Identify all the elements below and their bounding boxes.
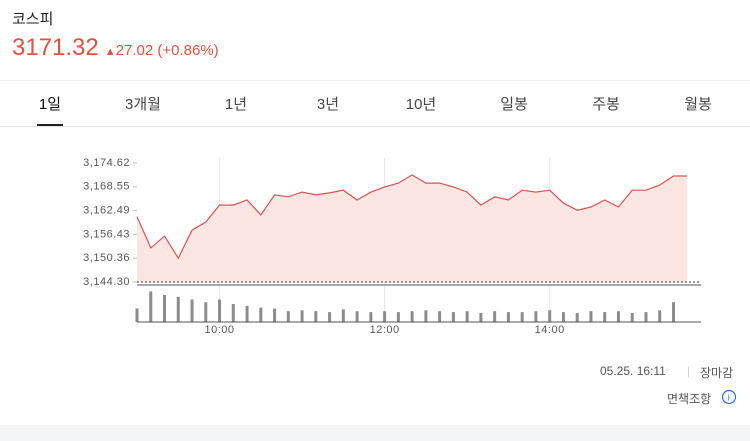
area — [137, 174, 688, 282]
volume-bar — [658, 310, 662, 322]
change-pct: (+0.86%) — [157, 42, 219, 59]
volume-bar — [644, 312, 648, 322]
volume-bar — [396, 312, 400, 322]
y-tick-label: 3,150.36 — [83, 252, 130, 264]
price: 3171.32 — [12, 34, 99, 61]
chart: 10:00 12:00 14:00 3,144.30 3,150.36 3,156.43 3… — [83, 157, 701, 336]
volume-bar — [424, 310, 428, 322]
volume-bar — [479, 313, 483, 322]
volume-bar — [506, 312, 510, 322]
volume-bar — [176, 296, 180, 322]
tab[interactable]: 10년 — [405, 96, 437, 113]
y-tick-label: 3,168.55 — [83, 181, 130, 193]
tab[interactable]: 1일 — [38, 96, 62, 113]
volume-bar — [163, 295, 167, 322]
volume-bar — [245, 305, 249, 322]
volume-bar — [218, 299, 222, 322]
info-icon-glyph: i — [728, 392, 731, 402]
tab[interactable]: 1년 — [224, 96, 248, 113]
volume-bar — [328, 312, 332, 322]
price-row: 3171.32 ▲27.02 (+0.86%) — [12, 34, 219, 62]
update-time: 05.25. 16:11 — [600, 364, 666, 378]
volume-bar — [231, 304, 235, 322]
volume-bar — [534, 311, 538, 322]
volume-bar — [438, 311, 442, 322]
volume-bar — [561, 312, 565, 322]
volume-bar — [410, 311, 414, 322]
volume-bar — [616, 311, 620, 322]
volume-bar — [575, 313, 579, 322]
volume-bar — [465, 311, 469, 322]
volume-bar — [273, 308, 277, 322]
y-tick-label: 3,156.43 — [83, 228, 130, 240]
tab[interactable]: 주봉 — [592, 96, 620, 113]
change-value: 27.02 — [115, 42, 154, 59]
tab[interactable]: 일봉 — [500, 96, 528, 113]
x-tick-label: 10:00 — [205, 324, 235, 336]
bottom-band — [0, 425, 750, 441]
y-tick-label: 3,144.30 — [83, 276, 130, 288]
volume-bar — [204, 302, 208, 322]
volume-bar — [603, 312, 607, 322]
active-underline — [37, 124, 63, 126]
y-tick-label: 3,162.49 — [83, 205, 130, 217]
volume-bar — [300, 310, 304, 322]
y-tick-label: 3,174.62 — [83, 157, 130, 169]
volume-bar — [630, 313, 634, 322]
volume-bar — [259, 307, 263, 322]
status: 장마감 — [700, 366, 734, 380]
volume-bar — [149, 291, 153, 322]
volume-bar — [383, 311, 387, 322]
tab[interactable]: 3년 — [316, 96, 340, 113]
volume-bar — [589, 311, 593, 322]
volume-bar — [493, 311, 497, 322]
volume-bar — [190, 299, 194, 322]
volume-bar — [520, 312, 524, 322]
x-tick-label: 12:00 — [370, 324, 400, 336]
volume-bar — [314, 311, 318, 322]
price-line — [136, 174, 688, 260]
volume-bar — [671, 302, 675, 322]
change: ▲27.02 (+0.86%) — [104, 42, 219, 59]
period-tabs: 1일 3개월 1년 3년 10년 일봉 주봉 월봉 — [0, 80, 750, 127]
volume-bar — [135, 308, 139, 322]
separator: | — [687, 364, 691, 378]
volume-bar — [369, 312, 373, 322]
volume-bar — [341, 309, 345, 322]
volume-bar — [355, 311, 359, 322]
x-tick-label: 14:00 — [535, 324, 565, 336]
volume-bar — [286, 311, 290, 322]
tab[interactable]: 월봉 — [684, 96, 712, 113]
index-name: 코스피 — [12, 11, 54, 28]
disclaimer[interactable]: 면책조항 — [667, 392, 712, 406]
tab[interactable]: 3개월 — [125, 96, 161, 113]
volume-bar — [548, 310, 552, 322]
info-icon — [721, 389, 737, 405]
volume-bar — [451, 312, 455, 322]
